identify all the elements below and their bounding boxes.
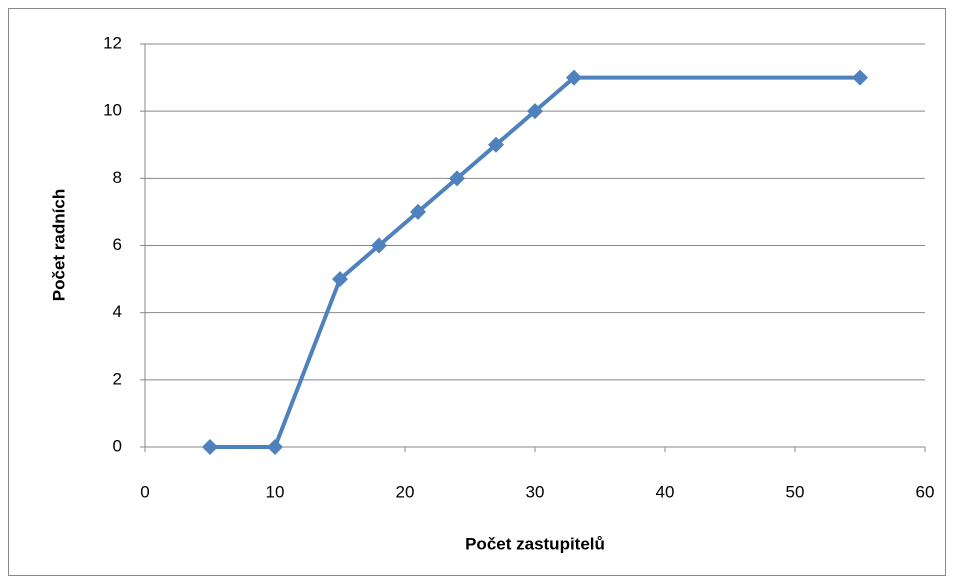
series-line — [210, 75, 860, 449]
y-tick-label: 10 — [103, 101, 122, 120]
data-point — [566, 69, 582, 86]
y-tick-label: 4 — [113, 302, 122, 321]
data-point — [410, 203, 426, 220]
y-axis-title: Počet radních — [49, 189, 68, 301]
x-tick-label: 30 — [526, 482, 545, 501]
x-tick-label: 40 — [656, 482, 675, 501]
data-point — [371, 237, 387, 254]
data-point — [852, 69, 868, 86]
data-point — [488, 136, 504, 153]
x-tick-label: 20 — [396, 482, 415, 501]
data-point — [527, 103, 543, 120]
x-tick-label: 0 — [140, 482, 149, 501]
x-tick-label: 10 — [266, 482, 285, 501]
x-axis-title: Počet zastupitelů — [465, 534, 605, 553]
y-tick-label: 8 — [113, 168, 122, 187]
data-point — [332, 271, 348, 288]
y-tick-label: 12 — [103, 33, 122, 52]
chart-border — [8, 8, 946, 576]
y-tick-label: 0 — [113, 436, 122, 455]
data-point — [449, 170, 465, 187]
y-tick-label: 6 — [113, 235, 122, 254]
data-point — [202, 439, 218, 455]
y-tick-label: 2 — [113, 369, 122, 388]
x-tick-label: 50 — [786, 482, 805, 501]
data-point — [267, 439, 283, 455]
x-tick-label: 60 — [916, 482, 935, 501]
